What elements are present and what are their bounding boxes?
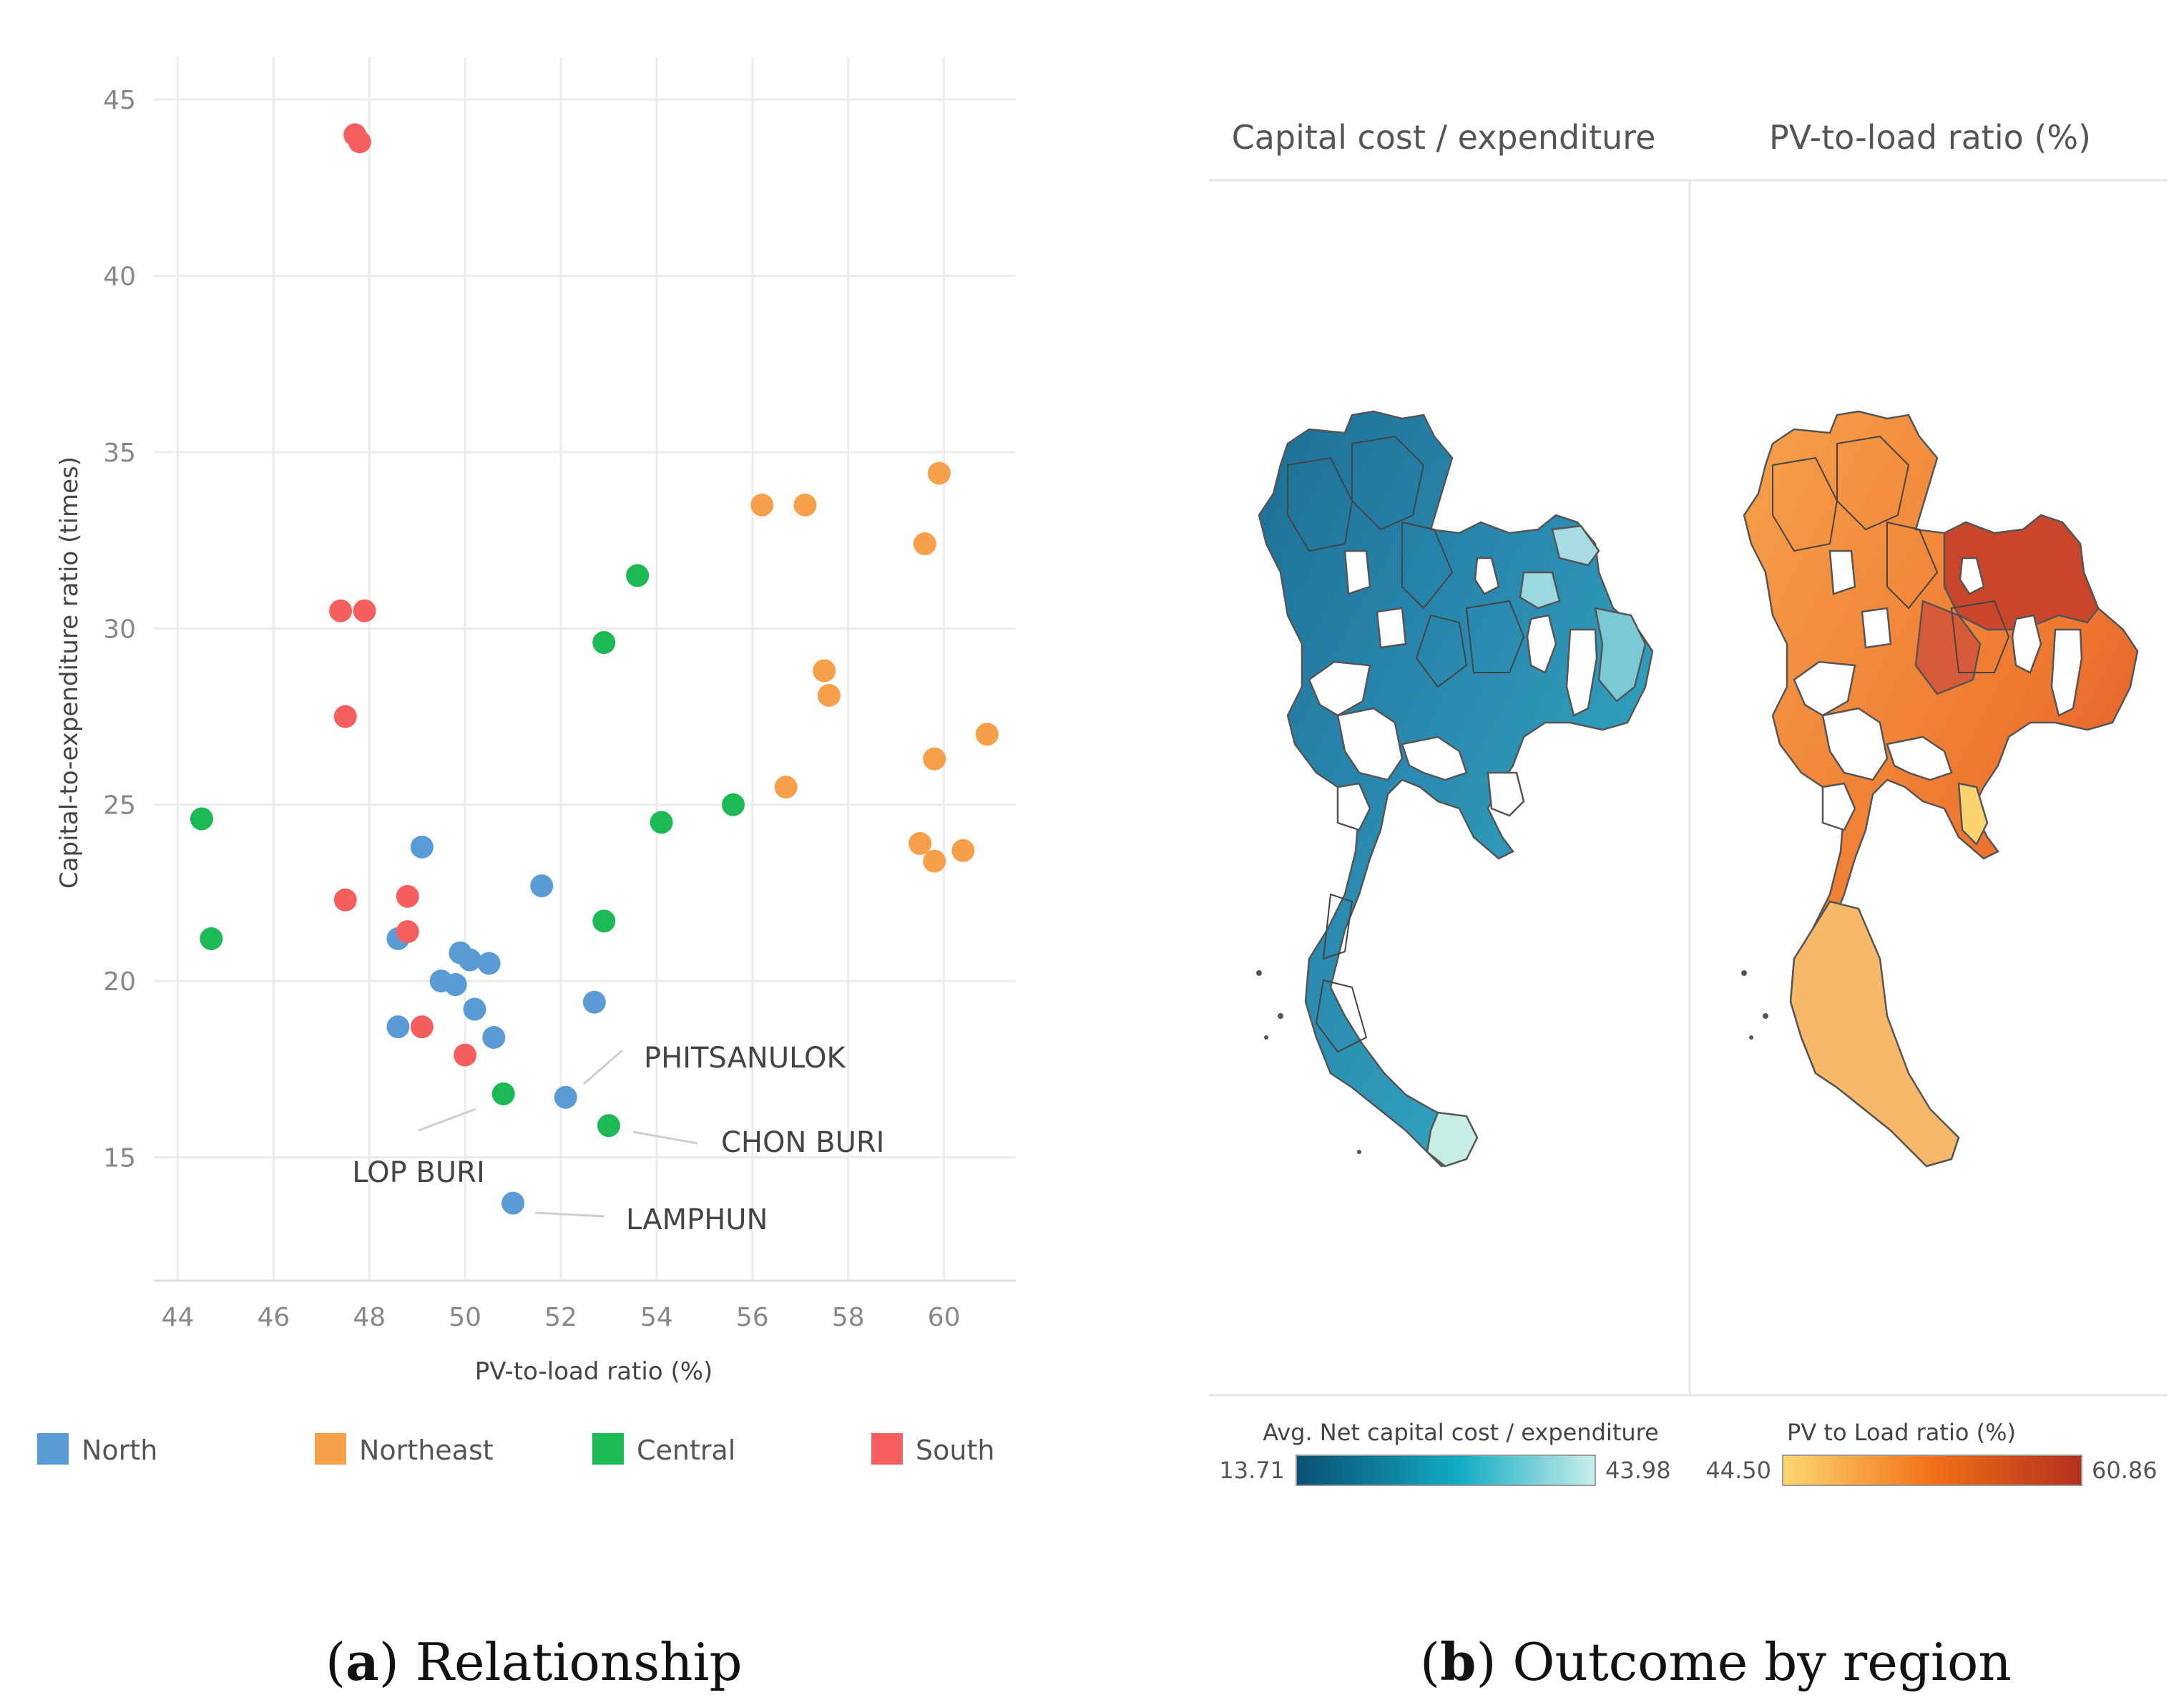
point-northeast	[793, 493, 817, 517]
point-northeast	[813, 659, 836, 683]
point-central	[200, 927, 223, 950]
legend-label-south: South	[916, 1435, 994, 1466]
annotation-lamphun: LAMPHUN	[626, 1203, 768, 1236]
y-axis-title: Capital-to-expenditure ratio (times)	[55, 456, 84, 889]
point-northeast	[774, 776, 798, 799]
point-northeast	[817, 683, 841, 707]
point-south	[396, 920, 419, 944]
x-tick-label: 52	[544, 1303, 577, 1332]
point-northeast	[913, 532, 936, 556]
caption-panel-b: (b) Outcome by region	[1420, 1631, 2012, 1692]
y-tick-label: 40	[103, 263, 136, 292]
point-northeast	[975, 723, 999, 746]
annotation-phitsanulok: PHITSANULOK	[644, 1042, 846, 1075]
point-north	[482, 1025, 506, 1049]
y-tick-label: 15	[103, 1144, 136, 1173]
series-legend: North Northeast Central South	[37, 1433, 994, 1466]
point-south	[410, 1015, 434, 1039]
point-northeast	[909, 831, 932, 855]
map-heading-pv-load: PV-to-load ratio (%)	[1769, 118, 2091, 157]
point-south	[353, 599, 376, 622]
point-northeast	[750, 493, 774, 517]
map-heading-capital-cost: Capital cost / expenditure	[1232, 118, 1656, 157]
point-south	[329, 599, 353, 622]
colorbar-min-capital-cost: 13.71	[1219, 1457, 1285, 1484]
point-central	[592, 631, 616, 655]
point-annotations: PHITSANULOK CHON BURI LOP BURI LAMPHUN	[352, 1042, 884, 1236]
colorbar-max-capital-cost: 43.98	[1605, 1457, 1671, 1484]
point-south	[348, 130, 371, 154]
point-south	[333, 888, 357, 912]
scatter-points	[190, 123, 999, 1215]
point-north	[444, 973, 467, 997]
colorbar-title-capital-cost: Avg. Net capital cost / expenditure	[1263, 1419, 1659, 1446]
point-north	[386, 1015, 410, 1039]
colorbar-capital-cost	[1296, 1455, 1596, 1486]
point-north	[530, 874, 554, 898]
colorbar-min-pv-load: 44.50	[1705, 1457, 1771, 1484]
thailand-map-capital-cost	[1256, 410, 1654, 1168]
y-tick-label: 20	[103, 967, 136, 997]
annotation-leader-line	[534, 1211, 605, 1218]
annotation-lop-buri: LOP BURI	[352, 1156, 485, 1189]
x-tick-label: 60	[928, 1303, 961, 1332]
point-central	[190, 807, 213, 831]
legend-label-northeast: Northeast	[359, 1435, 494, 1466]
y-tick-labels: 15 20 25 30 35 40 45	[103, 86, 136, 1173]
legend-label-central: Central	[637, 1435, 735, 1466]
x-tick-labels: 44 46 48 50 52 54 56 58 60	[162, 1303, 961, 1332]
x-axis-title: PV-to-load ratio (%)	[475, 1357, 713, 1386]
point-central	[626, 564, 650, 587]
point-northeast	[951, 839, 975, 862]
x-tick-label: 44	[162, 1303, 195, 1332]
point-north	[501, 1191, 525, 1215]
x-tick-label: 50	[449, 1303, 481, 1332]
annotation-leaders	[418, 1049, 698, 1218]
annotation-leader-line	[632, 1130, 698, 1145]
y-tick-label: 30	[103, 615, 136, 644]
point-central	[597, 1114, 620, 1138]
thailand-map-pv-load	[1741, 410, 2139, 1168]
annotation-leader-line	[418, 1108, 476, 1132]
legend-label-north: North	[82, 1435, 157, 1466]
point-central	[592, 909, 616, 933]
colorbar-max-pv-load: 60.86	[2092, 1457, 2158, 1484]
colorbar-pv-load	[1782, 1455, 2082, 1486]
grid-lines	[154, 57, 1016, 1282]
annotation-chon-buri: CHON BURI	[721, 1126, 884, 1159]
point-northeast	[923, 747, 946, 771]
y-tick-label: 45	[103, 86, 136, 115]
y-tick-label: 25	[103, 791, 136, 821]
point-central	[491, 1082, 515, 1105]
point-south	[333, 705, 357, 728]
point-north	[458, 948, 481, 972]
point-south	[454, 1043, 477, 1067]
y-tick-label: 35	[103, 439, 136, 468]
point-central	[722, 793, 745, 816]
x-tick-label: 46	[257, 1303, 290, 1332]
point-central	[650, 811, 673, 834]
caption-panel-a: (a) Relationship	[325, 1631, 743, 1692]
point-north	[582, 990, 606, 1014]
point-south	[396, 884, 419, 908]
legend-swatch-central	[592, 1433, 624, 1465]
point-north	[554, 1085, 577, 1109]
x-tick-label: 48	[353, 1303, 386, 1332]
legend-swatch-south	[871, 1433, 903, 1465]
point-northeast	[927, 461, 951, 485]
x-tick-label: 56	[736, 1303, 769, 1332]
point-northeast	[923, 849, 946, 873]
colorbar-title-pv-load: PV to Load ratio (%)	[1787, 1419, 2016, 1446]
x-tick-label: 58	[832, 1303, 865, 1332]
point-north	[477, 952, 501, 975]
point-north	[463, 997, 486, 1021]
x-tick-label: 54	[640, 1303, 673, 1332]
point-north	[410, 835, 434, 859]
legend-swatch-north	[37, 1433, 69, 1465]
legend-swatch-northeast	[315, 1433, 346, 1465]
annotation-leader-line	[583, 1049, 623, 1085]
